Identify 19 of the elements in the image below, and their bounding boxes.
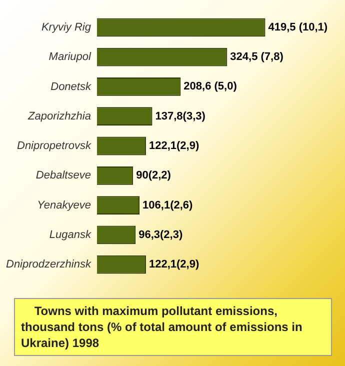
data-label: 122,1(2,9) [148, 140, 200, 152]
y-tick-label: Mariupol [48, 51, 92, 64]
data-label: 90(2,2) [136, 170, 172, 182]
data-label: 106,1(2,6) [142, 199, 194, 212]
data-label: 122,1(2,9) [148, 258, 200, 271]
data-label: 208,6 (5,0) [184, 80, 238, 93]
data-label: 96,3(2,3) [138, 228, 183, 241]
y-tick-label: Debaltseve [36, 170, 91, 182]
y-tick-label: Lugansk [49, 228, 92, 241]
y-tick-label: Zaporizhzhia [26, 110, 91, 122]
y-tick-label: Yenakyeve [37, 199, 91, 212]
y-tick-label: Dnipropetrovsk [16, 140, 92, 152]
data-label: 324,5 (7,8) [230, 51, 284, 64]
data-label: 137,8(3,3) [155, 110, 206, 122]
y-tick-label: Dniprodzerzhinsk [6, 258, 92, 271]
text: Towns with maximum pollutant emissions, thousand tons (% of total amount of emissions in Ukraine) 1998 [14, 298, 332, 356]
y-tick-label: Donetsk [50, 80, 92, 93]
y-tick-label: Kryviy Rig [41, 21, 92, 34]
data-label: 419,5 (10,1) [268, 21, 328, 34]
